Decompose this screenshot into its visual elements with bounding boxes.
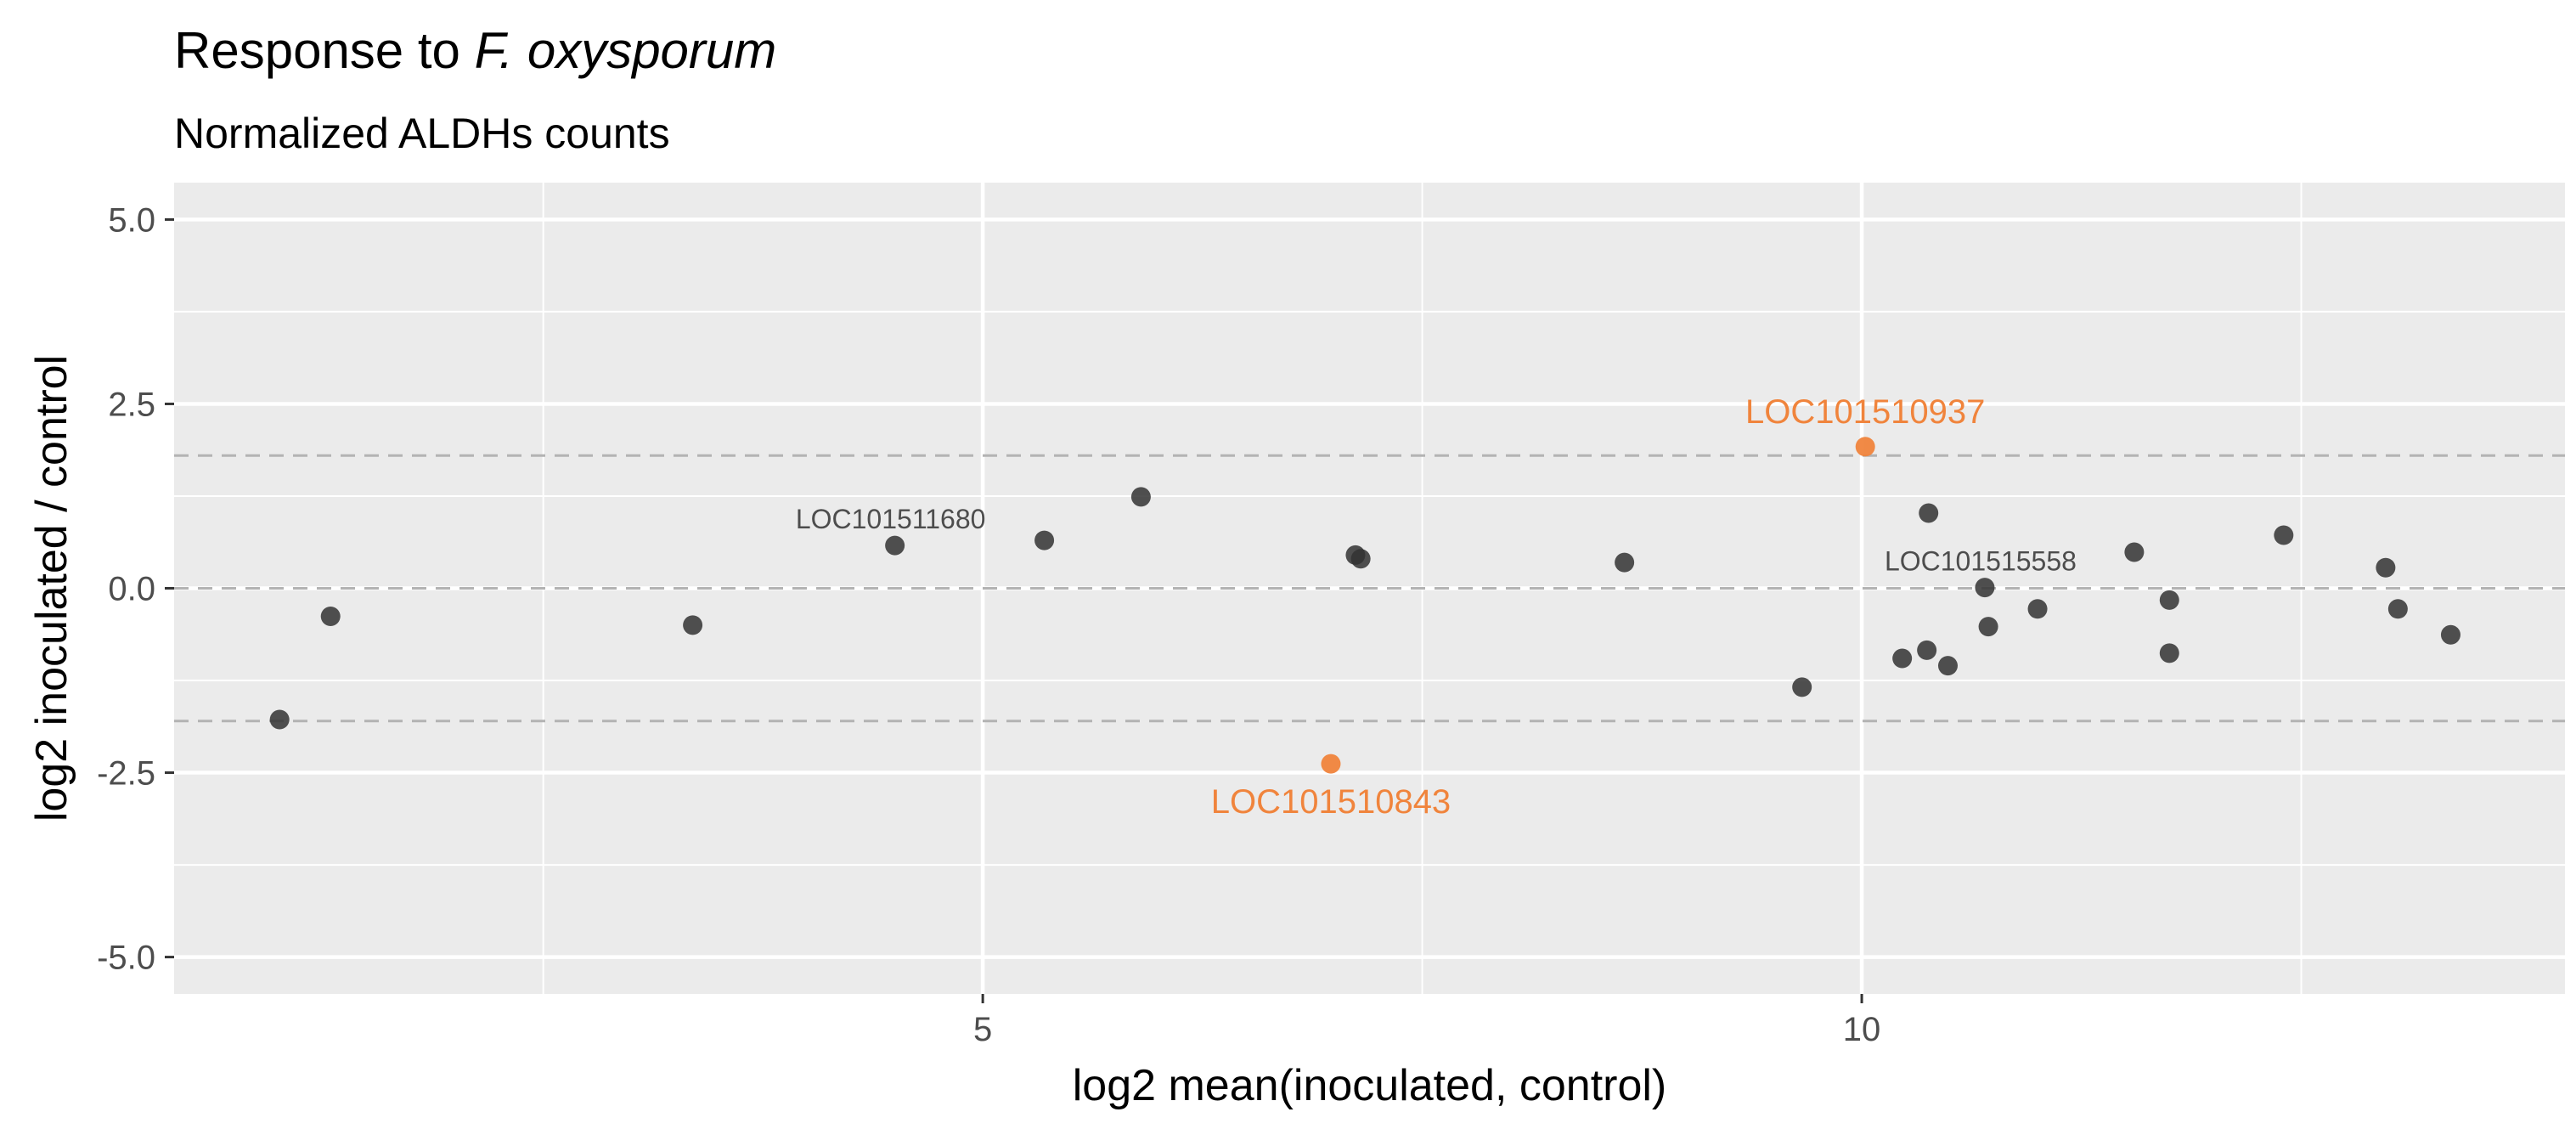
reference-lines [174,454,2565,723]
data-point [1937,656,1958,676]
chart-title-prefix: Response to [174,22,475,79]
highlighted-point-label: LOC101510843 [1211,783,1451,821]
data-point [1130,487,1151,507]
y-tick-label: -2.5 [97,755,155,793]
data-point [1978,617,1998,637]
data-point [1350,549,1371,569]
data-point [2159,643,2179,663]
data-point [320,606,341,626]
point-annotation-label: LOC101515558 [1885,546,2077,577]
major-gridlines [174,183,2565,994]
highlighted-point [1855,437,1875,457]
data-point [1892,648,1913,669]
data-point [885,535,905,556]
x-tick-label: 10 [1843,1011,1881,1048]
y-tick-label: -5.0 [97,940,155,977]
data-point [1917,640,1937,660]
point-annotation-label: LOC101511680 [796,504,986,534]
data-point [1975,578,1995,598]
chart-subtitle: Normalized ALDHs counts [174,110,670,157]
data-point [1615,552,1635,573]
highlighted-point [1321,754,1341,774]
data-point [2387,599,2408,619]
y-tick-label: 2.5 [108,386,155,423]
data-point [2124,542,2145,562]
chart-title-species: F. oxysporum [475,22,777,79]
data-point [2027,599,2048,619]
data-point [2376,557,2396,578]
data-point [2440,624,2460,645]
x-tick-label: 5 [973,1011,992,1048]
chart-title: Response to F. oxysporum [174,22,776,79]
data-point [683,615,703,635]
y-tick-label: 0.0 [108,571,155,608]
y-tick-label: 5.0 [108,201,155,239]
data-point [2159,590,2179,610]
data-point [269,709,290,730]
highlighted-point-label: LOC101510937 [1745,393,1985,431]
data-point [1919,503,1939,523]
point-labels: LOC101510937 LOC101510843 LOC101511680 LOC1… [796,393,2077,821]
data-points [269,437,2460,774]
data-point [1792,677,1812,697]
data-point [2274,525,2294,545]
y-axis-title: log2 inoculated / control [27,355,76,821]
y-axis-ticks: -5.0 -2.5 0.0 2.5 5.0 [97,201,174,977]
x-axis-ticks: 5 10 [973,994,1880,1048]
data-point [1034,530,1055,550]
x-axis-title: log2 mean(inoculated, control) [1073,1061,1667,1110]
